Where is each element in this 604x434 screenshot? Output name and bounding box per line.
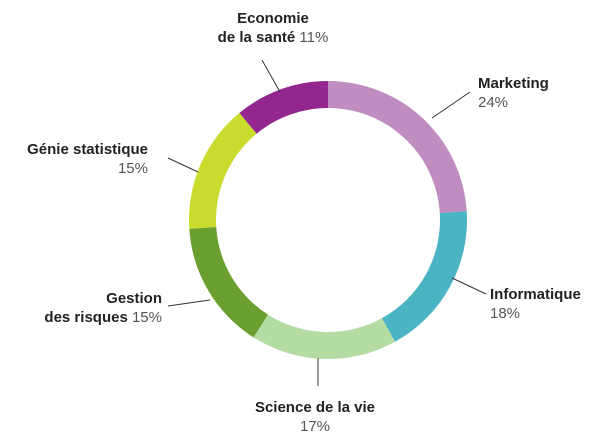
donut-slice (381, 211, 467, 342)
category-label: Informatique (490, 286, 581, 303)
leader-line (431, 91, 471, 119)
donut-slice (189, 112, 257, 229)
value-label: 18% (490, 305, 521, 322)
donut-slice (328, 81, 467, 213)
category-label: Génie statistique (27, 141, 148, 158)
value-label: 15% (117, 160, 148, 177)
category-label: Science de la vie (254, 399, 376, 416)
slice-label: Informatique 18% (490, 285, 581, 323)
leader-line (261, 59, 281, 93)
value-label: 11% (299, 29, 329, 46)
slice-label: Marketing 24% (478, 74, 549, 112)
slice-label: Economie de la santé 11% (173, 9, 373, 47)
donut-slice (189, 227, 268, 338)
category-label: Economie de la santé (217, 10, 309, 46)
slice-label: Génie statistique 15% (27, 140, 148, 178)
category-label: Gestion des risques (44, 290, 162, 326)
value-label: 15% (131, 309, 162, 326)
slice-label: Science de la vie 17% (215, 398, 415, 434)
donut-slice (253, 314, 395, 359)
slice-label: Gestion des risques 15% (44, 289, 162, 327)
value-label: 24% (478, 94, 509, 111)
leader-line (167, 299, 211, 307)
leader-line (451, 277, 487, 295)
donut-slice (239, 81, 328, 134)
value-label: 17% (299, 418, 331, 434)
leader-line (167, 157, 199, 173)
category-label: Marketing (478, 75, 549, 92)
